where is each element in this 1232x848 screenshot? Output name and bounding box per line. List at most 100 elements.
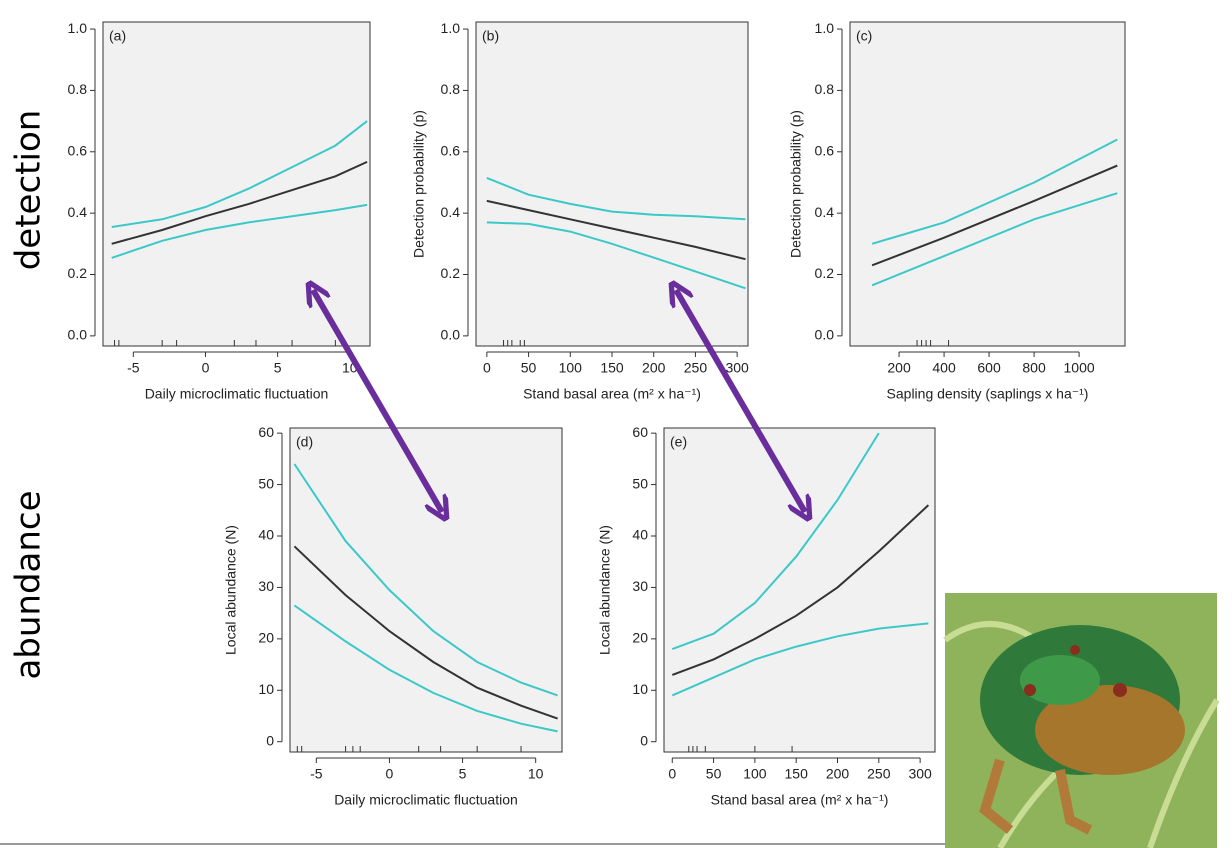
x-tick-label: 300	[725, 360, 749, 376]
x-tick-label: 0	[668, 766, 676, 782]
x-tick-label: 150	[600, 360, 624, 376]
frog-photo	[943, 593, 1220, 848]
x-tick-label: 800	[1022, 360, 1046, 376]
x-tick-label: 10	[528, 766, 544, 782]
plot-area	[475, 21, 749, 347]
y-tick-label: 10	[258, 681, 274, 697]
line	[871, 164, 1118, 267]
y-tick-label: 0.0	[441, 327, 461, 343]
y-tick-label: 0.2	[441, 265, 461, 281]
y-tick-label: 0	[640, 732, 648, 748]
x-tick-label: -5	[127, 360, 140, 376]
x-tick-label: 50	[706, 766, 722, 782]
arrow	[676, 290, 805, 512]
row-label: abundance	[9, 490, 49, 679]
y-tick-label: 1.0	[441, 20, 461, 36]
panel-label: (c)	[856, 28, 872, 44]
line	[671, 432, 880, 651]
y-tick-label: 0.4	[815, 204, 835, 220]
y-axis-label: Detection probability (p)	[411, 110, 427, 258]
line	[671, 622, 929, 697]
y-tick-label: 60	[258, 424, 274, 440]
y-tick-label: 20	[258, 630, 274, 646]
x-tick-label: 400	[932, 360, 956, 376]
y-tick-label: 0.8	[68, 81, 88, 97]
x-tick-label: 200	[887, 360, 911, 376]
y-axis-label: Local abundance (N)	[597, 525, 613, 655]
line	[111, 160, 368, 245]
y-tick-label: 0.6	[441, 142, 461, 158]
y-tick-label: 1.0	[68, 20, 88, 36]
row-label: detection	[9, 110, 49, 271]
line	[293, 463, 558, 697]
y-tick-label: 40	[632, 527, 648, 543]
x-tick-label: 50	[521, 360, 537, 376]
x-tick-label: 1000	[1064, 360, 1095, 376]
x-tick-label: 150	[785, 766, 809, 782]
x-tick-label: 200	[642, 360, 666, 376]
x-tick-label: 5	[459, 766, 467, 782]
x-tick-label: 600	[977, 360, 1001, 376]
y-tick-label: 0.2	[68, 265, 88, 281]
x-tick-label: 200	[826, 766, 850, 782]
x-axis-label: Stand basal area (m² x ha⁻¹)	[711, 792, 889, 808]
y-tick-label: 0.6	[815, 142, 835, 158]
plot-area	[102, 21, 371, 347]
line	[486, 221, 746, 290]
panel: 0.0 0.2 0.4 0.6 0.8 1.0 0 50 100 150 200 250 300 (b) S…	[411, 20, 749, 402]
x-tick-label: 250	[867, 766, 891, 782]
x-axis-label: Stand basal area (m² x ha⁻¹)	[523, 386, 701, 402]
y-tick-label: 0.0	[815, 327, 835, 343]
x-tick-label: 300	[908, 766, 932, 782]
line	[486, 199, 746, 261]
y-tick-label: 1.0	[815, 20, 835, 36]
x-tick-label: 100	[559, 360, 583, 376]
y-tick-label: 0.8	[815, 81, 835, 97]
y-tick-label: 40	[258, 527, 274, 543]
y-tick-label: 0.6	[68, 142, 88, 158]
x-tick-label: 0	[202, 360, 210, 376]
panel-label: (b)	[482, 28, 499, 44]
line	[111, 120, 368, 228]
y-tick-label: 0.2	[815, 265, 835, 281]
y-axis-label: Detection probability (p)	[788, 110, 804, 258]
y-tick-label: 60	[632, 424, 648, 440]
y-tick-label: 10	[632, 681, 648, 697]
y-tick-label: 50	[632, 475, 648, 491]
arrow	[313, 290, 442, 512]
line	[293, 604, 558, 733]
plot-area	[849, 21, 1126, 347]
panel-label: (a)	[109, 28, 126, 44]
panel: 0 10 20 30 40 50 60 0 50 100 150 200 250 300 (e) Stand …	[597, 424, 936, 808]
y-tick-label: 0	[266, 732, 274, 748]
y-tick-label: 0.4	[68, 204, 88, 220]
line	[671, 504, 930, 676]
panel: 0.00.20.40.60.81.0-5 0 5 10(a)Daily microcl…	[68, 20, 371, 402]
y-tick-label: 30	[632, 578, 648, 594]
y-tick-label: 0.8	[441, 81, 461, 97]
line	[111, 203, 368, 259]
y-tick-label: 20	[632, 630, 648, 646]
x-axis-label: Daily microclimatic fluctuation	[145, 386, 329, 402]
y-axis-label: Local abundance (N)	[223, 525, 239, 655]
plot-area	[289, 427, 563, 753]
x-tick-label: 250	[684, 360, 708, 376]
panel: 0 10 20 30 40 50 60 -5 0 5 10 (d) Daily microclimati…	[223, 424, 563, 808]
panel-label: (d)	[296, 434, 313, 450]
panel-label: (e)	[670, 434, 687, 450]
x-tick-label: 100	[743, 766, 767, 782]
y-tick-label: 50	[258, 475, 274, 491]
x-tick-label: -5	[310, 766, 323, 782]
panel: 0.0 0.2 0.4 0.6 0.8 1.0 200 400 600 800 1000 (c) Sap…	[788, 20, 1126, 402]
x-tick-label: 0	[483, 360, 491, 376]
line	[486, 176, 746, 221]
x-tick-label: 0	[386, 766, 394, 782]
plot-area	[663, 427, 936, 753]
x-axis-label: Daily microclimatic fluctuation	[334, 792, 518, 808]
line	[293, 545, 558, 720]
line	[871, 138, 1118, 245]
y-tick-label: 0.4	[441, 204, 461, 220]
x-tick-label: 5	[274, 360, 282, 376]
y-tick-label: 30	[258, 578, 274, 594]
